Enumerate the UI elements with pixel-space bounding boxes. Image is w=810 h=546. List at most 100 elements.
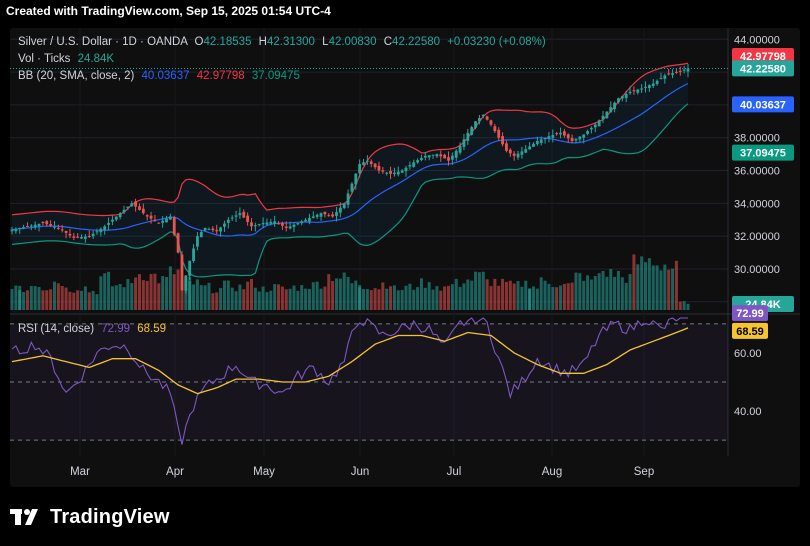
candle (628, 86, 632, 95)
volume-bar (644, 262, 648, 310)
candle-body (559, 132, 562, 135)
candle (497, 127, 501, 141)
volume-bar (493, 278, 497, 310)
basis-price-label-bg (732, 96, 794, 113)
tradingview-logo[interactable]: TradingView (10, 504, 170, 530)
ohlc-l-key: L (322, 36, 329, 48)
candle-body (566, 134, 570, 139)
volume-bar (450, 284, 454, 310)
legend-rsi[interactable]: RSI (14, close) 72.99 68.59 (18, 323, 166, 335)
candle (99, 227, 103, 237)
rsi-panel[interactable] (10, 317, 728, 445)
candle (412, 159, 416, 168)
candle (593, 122, 597, 133)
candle-body (682, 69, 686, 71)
candle-body (22, 227, 25, 229)
candle (535, 136, 539, 146)
volume-bar (60, 286, 64, 310)
price-panel[interactable] (10, 62, 728, 294)
candle-body (111, 219, 114, 222)
volume-bar (671, 268, 675, 310)
volume-bar (439, 290, 443, 310)
rsi-value-label-bg (732, 305, 768, 322)
candle-body (215, 229, 219, 232)
candle (644, 81, 647, 93)
volume-bar (137, 274, 141, 310)
candle (29, 224, 33, 231)
candle (505, 140, 508, 153)
volume-bar (400, 289, 404, 310)
volume-bar (547, 283, 551, 310)
candle-body (497, 129, 501, 138)
candle (566, 133, 570, 143)
volume-bar (145, 280, 149, 310)
volume-bar (362, 289, 366, 310)
candle (528, 142, 532, 150)
volume-bar (91, 290, 95, 310)
candle-body (358, 163, 362, 174)
candle (358, 159, 362, 178)
volume-bar (419, 278, 423, 310)
candle-body (555, 133, 559, 135)
volume-bar (195, 279, 199, 310)
ohlc-l-value: 42.00830 (329, 36, 377, 48)
candle (26, 222, 29, 227)
legend-symbol[interactable]: Silver / U.S. Dollar · 1D · OANDA O42.18… (18, 36, 546, 48)
candle-body (470, 127, 474, 135)
candle-body (323, 211, 327, 215)
candle (141, 203, 145, 215)
candle (450, 152, 454, 165)
price-axis[interactable]: 44.0000042.0000040.0000038.0000036.00000… (732, 34, 794, 418)
volume-bar (176, 269, 180, 310)
volume-bar (365, 289, 369, 310)
legend-bb[interactable]: BB (20, SMA, close, 2) 40.03637 42.97798… (18, 70, 300, 82)
candle-body (288, 226, 292, 229)
candle (165, 215, 168, 223)
candle (257, 223, 261, 227)
month-label: May (253, 466, 275, 478)
candle (134, 198, 138, 212)
candle-body (369, 161, 373, 164)
candle-body (103, 226, 107, 231)
candle (524, 145, 528, 154)
candle (427, 155, 431, 161)
candle (192, 244, 195, 263)
legend: Silver / U.S. Dollar · 1D · OANDA O42.18… (18, 36, 546, 335)
candle (83, 234, 87, 243)
candle (250, 218, 253, 231)
volume-bar (265, 292, 269, 310)
basis-price-label: 40.03637 (732, 96, 794, 113)
candle-body (582, 134, 586, 138)
volume-bar (377, 289, 381, 310)
time-axis[interactable]: Mar Apr May Jun Jul Aug Sep (70, 466, 654, 478)
volume-bar (257, 291, 261, 310)
volume-bar (168, 266, 172, 310)
volume-bar (423, 287, 427, 310)
candle-body (37, 223, 41, 227)
legend-volume[interactable]: Vol · Ticks 24.84K (18, 53, 114, 65)
candle-body (18, 227, 22, 229)
candle-body (485, 116, 489, 120)
month-label: Jul (447, 466, 462, 478)
candle (18, 227, 22, 234)
volume-bar (269, 290, 273, 310)
candle-body (590, 127, 593, 130)
candle (632, 86, 636, 95)
volume-bar (396, 290, 400, 310)
candle-body (516, 153, 520, 158)
candle-body (257, 224, 261, 226)
candle-body (431, 154, 435, 156)
candle (300, 219, 304, 226)
candle (369, 159, 373, 168)
volume-bar (620, 277, 624, 310)
rsi-value-label: 72.99 (732, 305, 768, 322)
candle (22, 224, 25, 230)
volume-bar (288, 288, 292, 310)
candle-body (273, 221, 277, 224)
candle-body (416, 160, 419, 163)
candle (331, 211, 335, 218)
volume-bar (261, 286, 265, 310)
volume-bar (516, 281, 520, 310)
candle-body (651, 83, 655, 87)
